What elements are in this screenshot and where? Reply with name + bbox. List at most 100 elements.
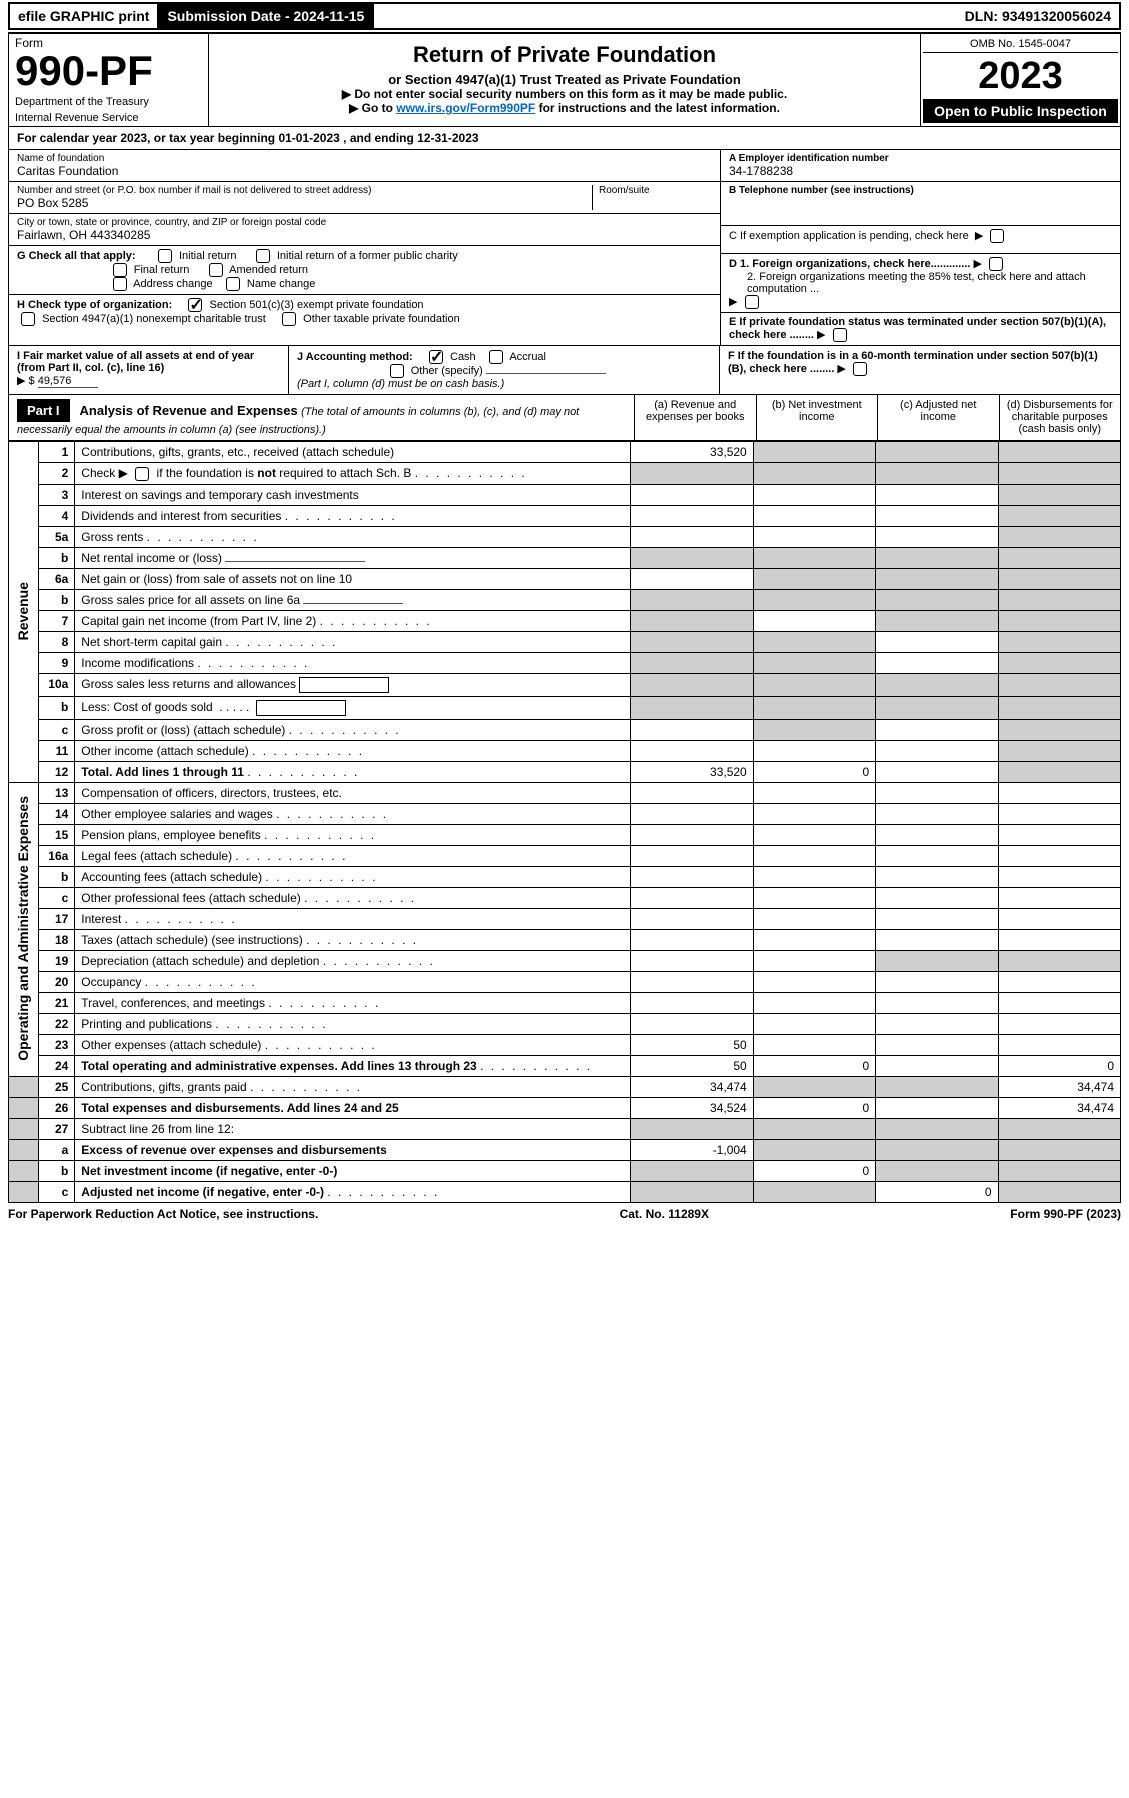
address-change-checkbox[interactable] bbox=[113, 277, 127, 291]
cell-23a: 50 bbox=[631, 1035, 753, 1056]
table-row: aExcess of revenue over expenses and dis… bbox=[9, 1140, 1121, 1161]
col-c-header: (c) Adjusted net income bbox=[877, 395, 999, 440]
submission-date: Submission Date - 2024-11-15 bbox=[159, 4, 374, 28]
irs-link[interactable]: www.irs.gov/Form990PF bbox=[396, 101, 535, 115]
amended-return-checkbox[interactable] bbox=[209, 263, 223, 277]
ssn-warning: ▶ Do not enter social security numbers o… bbox=[217, 87, 912, 101]
city-state-zip: Fairlawn, OH 443340285 bbox=[17, 228, 712, 242]
501c3-checkbox[interactable] bbox=[188, 298, 202, 312]
status-terminated-checkbox[interactable] bbox=[833, 328, 847, 342]
goto-link-line: ▶ Go to www.irs.gov/Form990PF for instru… bbox=[217, 101, 912, 115]
form-ref: Form 990-PF (2023) bbox=[1010, 1207, 1121, 1221]
cat-number: Cat. No. 11289X bbox=[620, 1207, 709, 1221]
part1-table: Revenue 1 Contributions, gifts, grants, … bbox=[8, 441, 1121, 1203]
c-label: C If exemption application is pending, c… bbox=[729, 230, 969, 242]
initial-return-checkbox[interactable] bbox=[158, 249, 172, 263]
table-row: 25Contributions, gifts, grants paid 34,4… bbox=[9, 1077, 1121, 1098]
final-return-label: Final return bbox=[134, 264, 190, 276]
paperwork-notice: For Paperwork Reduction Act Notice, see … bbox=[8, 1207, 318, 1221]
table-row: 24Total operating and administrative exp… bbox=[9, 1056, 1121, 1077]
i-cell: I Fair market value of all assets at end… bbox=[9, 346, 289, 394]
j-label: J Accounting method: bbox=[297, 351, 413, 363]
sch-b-checkbox[interactable] bbox=[135, 467, 149, 481]
goto-suffix: for instructions and the latest informat… bbox=[539, 101, 780, 115]
col-b-header: (b) Net investment income bbox=[756, 395, 878, 440]
foreign-85-checkbox[interactable] bbox=[745, 295, 759, 309]
501c3-label: Section 501(c)(3) exempt private foundat… bbox=[210, 299, 424, 311]
col-d-header: (d) Disbursements for charitable purpose… bbox=[999, 395, 1121, 440]
entity-info: Name of foundation Caritas Foundation Nu… bbox=[8, 150, 1121, 346]
table-row: 6aNet gain or (loss) from sale of assets… bbox=[9, 569, 1121, 590]
h-label: H Check type of organization: bbox=[17, 299, 172, 311]
4947a1-checkbox[interactable] bbox=[21, 312, 35, 326]
table-row: 10aGross sales less returns and allowanc… bbox=[9, 674, 1121, 697]
open-inspection: Open to Public Inspection bbox=[923, 99, 1118, 123]
goto-prefix: ▶ Go to bbox=[349, 101, 396, 115]
cell-26d: 34,474 bbox=[998, 1098, 1120, 1119]
e-cell: E If private foundation status was termi… bbox=[721, 313, 1120, 345]
table-row: bAccounting fees (attach schedule) bbox=[9, 867, 1121, 888]
cash-checkbox[interactable] bbox=[429, 350, 443, 364]
table-row: 3Interest on savings and temporary cash … bbox=[9, 485, 1121, 506]
accrual-label: Accrual bbox=[509, 351, 546, 363]
cell-12b: 0 bbox=[753, 762, 875, 783]
irs-label: Internal Revenue Service bbox=[15, 112, 202, 124]
form-number: 990-PF bbox=[15, 50, 202, 92]
ein-cell: A Employer identification number 34-1788… bbox=[721, 150, 1120, 182]
page-footer: For Paperwork Reduction Act Notice, see … bbox=[8, 1207, 1121, 1221]
final-return-checkbox[interactable] bbox=[113, 263, 127, 277]
form-header: Form 990-PF Department of the Treasury I… bbox=[8, 32, 1121, 127]
table-row: cOther professional fees (attach schedul… bbox=[9, 888, 1121, 909]
4947a1-label: Section 4947(a)(1) nonexempt charitable … bbox=[42, 313, 266, 325]
cell-12a: 33,520 bbox=[631, 762, 753, 783]
table-row: 18Taxes (attach schedule) (see instructi… bbox=[9, 930, 1121, 951]
cell-24a: 50 bbox=[631, 1056, 753, 1077]
table-row: 11Other income (attach schedule) bbox=[9, 741, 1121, 762]
foreign-org-checkbox[interactable] bbox=[989, 257, 1003, 271]
cell-25d: 34,474 bbox=[998, 1077, 1120, 1098]
g-check-cell: G Check all that apply: Initial return I… bbox=[9, 246, 720, 295]
phone-cell: B Telephone number (see instructions) bbox=[721, 182, 1120, 226]
header-left: Form 990-PF Department of the Treasury I… bbox=[9, 34, 209, 126]
name-change-checkbox[interactable] bbox=[226, 277, 240, 291]
table-row: Operating and Administrative Expenses 13… bbox=[9, 783, 1121, 804]
ein-value: 34-1788238 bbox=[729, 164, 1112, 178]
cash-label: Cash bbox=[450, 351, 476, 363]
cell-26b: 0 bbox=[753, 1098, 875, 1119]
street-address: PO Box 5285 bbox=[17, 196, 592, 210]
i-label: I Fair market value of all assets at end… bbox=[17, 350, 254, 374]
table-row: 15Pension plans, employee benefits bbox=[9, 825, 1121, 846]
line-desc: Check ▶ if the foundation is not require… bbox=[75, 463, 631, 485]
line-desc: Contributions, gifts, grants, etc., rece… bbox=[75, 442, 631, 463]
other-specify-line bbox=[486, 373, 606, 374]
j-cell: J Accounting method: Cash Accrual Other … bbox=[289, 346, 720, 394]
cell-27c: 0 bbox=[876, 1182, 998, 1203]
other-taxable-checkbox[interactable] bbox=[282, 312, 296, 326]
part1-header-row: Part I Analysis of Revenue and Expenses … bbox=[8, 395, 1121, 441]
i-prefix: ▶ $ bbox=[17, 375, 35, 387]
foundation-name: Caritas Foundation bbox=[17, 164, 712, 178]
accrual-checkbox[interactable] bbox=[489, 350, 503, 364]
top-bar: efile GRAPHIC print Submission Date - 20… bbox=[8, 2, 1121, 30]
amended-return-label: Amended return bbox=[229, 264, 308, 276]
f-cell: F If the foundation is in a 60-month ter… bbox=[720, 346, 1120, 394]
f-label: F If the foundation is in a 60-month ter… bbox=[728, 350, 1098, 375]
city-label: City or town, state or province, country… bbox=[17, 217, 712, 228]
name-label: Name of foundation bbox=[17, 153, 712, 164]
foundation-name-cell: Name of foundation Caritas Foundation bbox=[9, 150, 720, 182]
cell-27b: 0 bbox=[753, 1161, 875, 1182]
fmv-value: 49,576 bbox=[38, 375, 98, 388]
address-change-label: Address change bbox=[133, 278, 213, 290]
calendar-year-line: For calendar year 2023, or tax year begi… bbox=[8, 127, 1121, 150]
dln: DLN: 93491320056024 bbox=[957, 4, 1119, 28]
table-row: 12Total. Add lines 1 through 11 33,5200 bbox=[9, 762, 1121, 783]
initial-return-label: Initial return bbox=[179, 250, 236, 262]
initial-former-checkbox[interactable] bbox=[256, 249, 270, 263]
60-month-checkbox[interactable] bbox=[853, 362, 867, 376]
table-row: 22Printing and publications bbox=[9, 1014, 1121, 1035]
other-method-checkbox[interactable] bbox=[390, 364, 404, 378]
initial-former-label: Initial return of a former public charit… bbox=[277, 250, 458, 262]
ein-label: A Employer identification number bbox=[729, 153, 1112, 164]
table-row: bLess: Cost of goods sold . . . . . bbox=[9, 697, 1121, 720]
exemption-pending-checkbox[interactable] bbox=[990, 229, 1004, 243]
